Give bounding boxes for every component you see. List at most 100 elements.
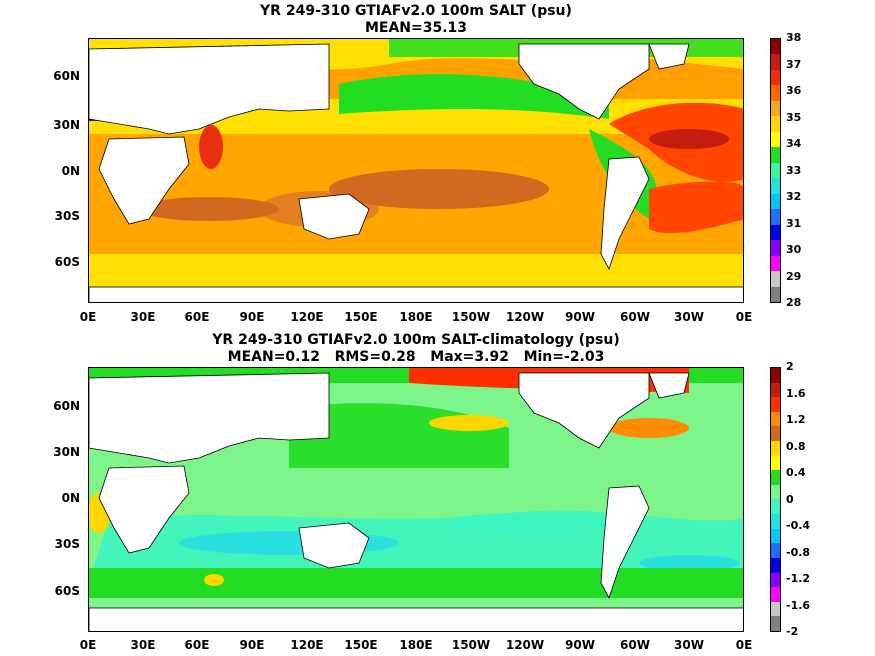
panel2-lon-label: 90E <box>239 638 265 652</box>
panel1-lon-label: 0E <box>735 310 753 324</box>
colorbar-segment <box>771 100 780 117</box>
panel1-lat-label: 30N <box>53 118 80 132</box>
colorbar-tick-label: -1.2 <box>786 572 811 585</box>
panel1-title: YR 249-310 GTIAFv2.0 100m SALT (psu) <box>260 3 572 19</box>
colorbar-tick-label: 31 <box>786 216 802 230</box>
colorbar-tick-label: -0.8 <box>786 545 811 559</box>
colorbar-segment <box>771 411 780 427</box>
colorbar-tick-label: 30 <box>786 243 802 256</box>
colorbar-tick-label: 38 <box>786 31 802 44</box>
panel1-lat-label: 30S <box>54 209 80 223</box>
panel1-lon-label: 60E <box>184 310 210 324</box>
panel2-lon-label: 150E <box>344 638 378 652</box>
panel2-lat-label: 30N <box>53 445 80 459</box>
panel1-lon-label: 180E <box>399 310 433 324</box>
panel2-title: YR 249-310 GTIAFv2.0 100m SALT-climatolo… <box>212 332 620 348</box>
colorbar-segment <box>771 514 780 529</box>
colorbar-segment <box>771 224 780 241</box>
colorbar-segment <box>771 162 780 179</box>
colorbar-segment <box>771 426 780 442</box>
colorbar-tick-label: 32 <box>786 190 802 203</box>
panel2-lat-label: 60S <box>54 584 80 598</box>
colorbar-tick-label: 36 <box>786 84 802 97</box>
colorbar-segment <box>771 69 780 86</box>
colorbar-tick-label: 33 <box>786 163 802 177</box>
panel1-subtitle: MEAN=35.13 <box>364 20 468 36</box>
colorbar-segment <box>771 601 780 617</box>
panel2-colorbar <box>770 367 781 632</box>
panel1-lon-label: 60W <box>620 310 650 324</box>
colorbar-segment <box>771 271 780 287</box>
colorbar-segment <box>771 178 780 194</box>
colorbar-tick-label: -1.6 <box>786 598 811 612</box>
colorbar-segment <box>771 255 780 272</box>
panel2-lon-label: 0E <box>735 638 753 652</box>
panel1-colorbar <box>770 38 781 303</box>
panel1-lat-label: 60S <box>54 255 80 269</box>
panel1-lon-label: 150W <box>451 310 491 324</box>
colorbar-segment <box>771 397 780 412</box>
colorbar-segment <box>771 131 780 148</box>
colorbar-tick-label: 35 <box>786 110 802 124</box>
colorbar-segment <box>771 116 780 132</box>
colorbar-tick-label: 29 <box>786 269 802 283</box>
panel2-map <box>88 367 744 632</box>
colorbar-segment <box>771 557 780 573</box>
panel1-lon-label: 30W <box>674 310 704 324</box>
colorbar-tick-label: 1.6 <box>786 386 806 400</box>
panel2-subtitle: MEAN=0.12 RMS=0.28 Max=3.92 Min=-2.03 <box>227 349 605 365</box>
colorbar-segment <box>771 240 780 256</box>
panel1-lon-label: 90W <box>565 310 595 324</box>
colorbar-segment <box>771 39 780 55</box>
panel2-lon-label: 30W <box>674 638 704 652</box>
colorbar-segment <box>771 368 780 383</box>
panel2-lat-label: 0N <box>61 491 80 505</box>
colorbar-segment <box>771 209 780 225</box>
colorbar-tick-label: 34 <box>786 137 802 150</box>
panel1-lon-label: 30E <box>130 310 156 324</box>
colorbar-segment <box>771 572 780 588</box>
colorbar-tick-label: 2 <box>786 360 794 373</box>
colorbar-segment <box>771 441 780 456</box>
colorbar-tick-label: 1.2 <box>786 413 806 426</box>
colorbar-segment <box>771 470 780 485</box>
colorbar-tick-label: 28 <box>786 296 802 309</box>
colorbar-segment <box>771 587 780 602</box>
colorbar-segment <box>771 54 780 70</box>
colorbar-tick-label: 37 <box>786 57 802 71</box>
colorbar-tick-label: 0.8 <box>786 439 806 453</box>
panel2-lon-label: 180E <box>399 638 433 652</box>
colorbar-segment <box>771 85 780 101</box>
panel2-lat-label: 60N <box>53 399 80 413</box>
colorbar-segment <box>771 484 780 500</box>
colorbar-segment <box>771 147 780 163</box>
panel2-lon-label: 60W <box>620 638 650 652</box>
panel2-lon-label: 150W <box>451 638 491 652</box>
colorbar-tick-label: -2 <box>786 625 799 638</box>
colorbar-segment <box>771 528 780 544</box>
panel1-lat-label: 0N <box>61 164 80 178</box>
colorbar-tick-label: 0 <box>786 492 794 506</box>
colorbar-segment <box>771 382 780 398</box>
panel2-lon-label: 60E <box>184 638 210 652</box>
panel1-lon-label: 150E <box>344 310 378 324</box>
colorbar-segment <box>771 193 780 210</box>
colorbar-segment <box>771 543 780 558</box>
panel1-lon-label: 90E <box>239 310 265 324</box>
colorbar-segment <box>771 286 780 302</box>
colorbar-segment <box>771 455 780 471</box>
panel2-lat-label: 30S <box>54 537 80 551</box>
colorbar-tick-label: -0.4 <box>786 519 811 532</box>
panel1-lon-label: 0E <box>79 310 97 324</box>
colorbar-tick-label: 0.4 <box>786 466 806 479</box>
panel1-lon-label: 120E <box>290 310 324 324</box>
panel2-lon-label: 0E <box>79 638 97 652</box>
panel2-lon-label: 120W <box>505 638 545 652</box>
panel2-lon-label: 30E <box>130 638 156 652</box>
colorbar-segment <box>771 499 780 515</box>
panel2-lon-label: 120E <box>290 638 324 652</box>
colorbar-segment <box>771 616 780 631</box>
panel2-lon-label: 90W <box>565 638 595 652</box>
panel1-lon-label: 120W <box>505 310 545 324</box>
panel1-lat-label: 60N <box>53 69 80 83</box>
